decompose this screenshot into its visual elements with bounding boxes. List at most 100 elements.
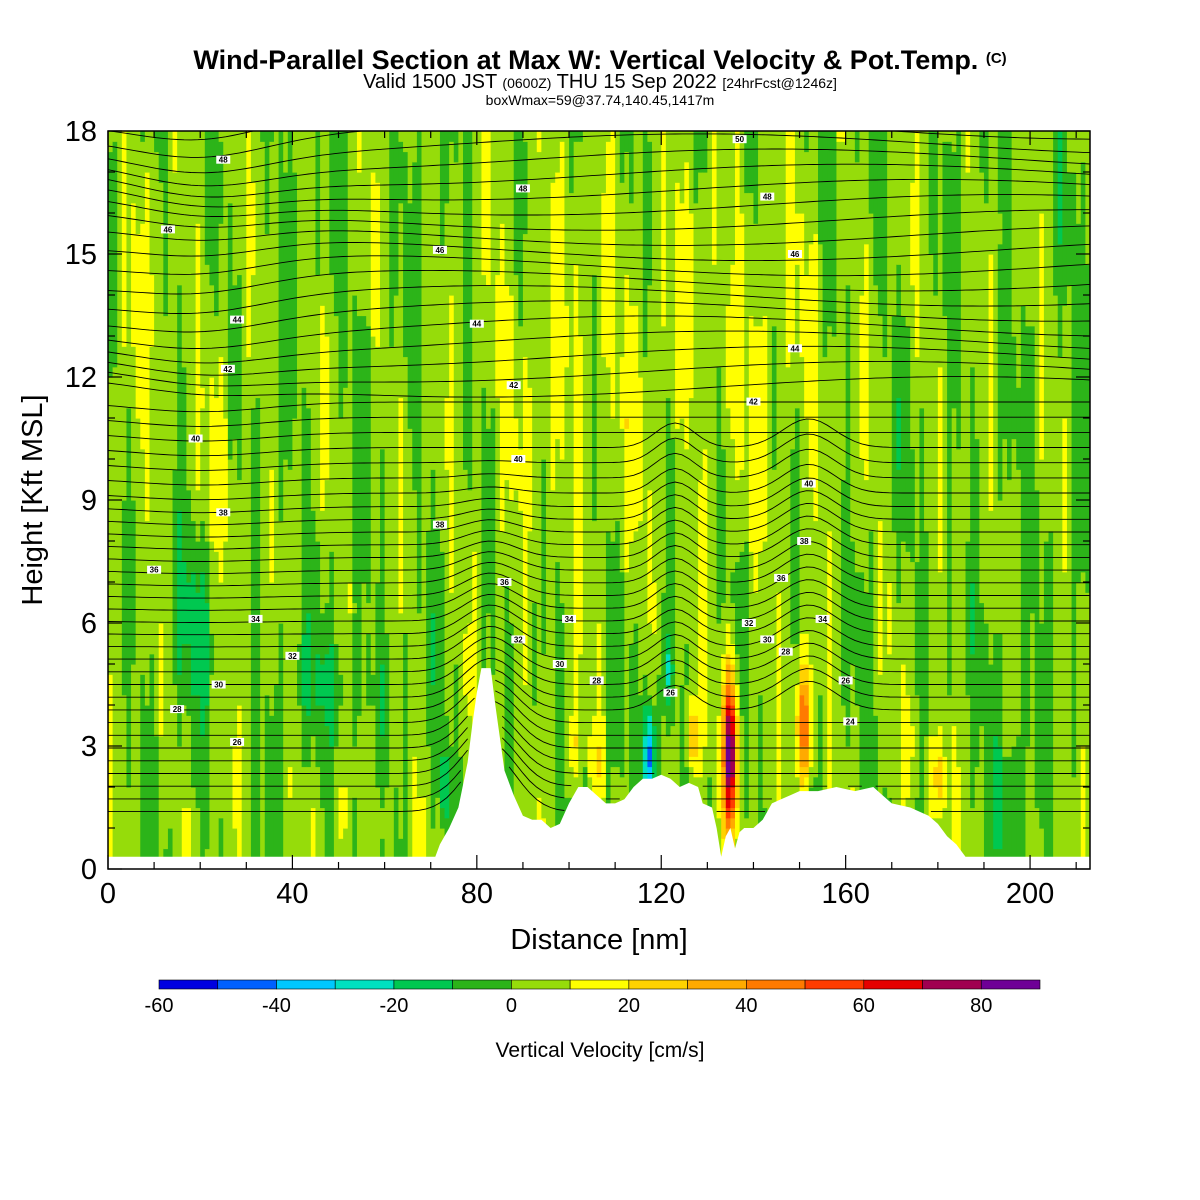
subtitle-valid: Valid 1500 JST bbox=[363, 71, 497, 93]
isentrope-line bbox=[108, 715, 1090, 762]
velocity-cell bbox=[555, 438, 561, 563]
velocity-cell bbox=[333, 315, 340, 645]
velocity-cell bbox=[472, 551, 478, 768]
velocity-cell bbox=[214, 131, 220, 317]
isentrope-label-text: 34 bbox=[251, 615, 260, 624]
velocity-cell bbox=[380, 664, 386, 737]
velocity-cell bbox=[430, 612, 436, 686]
velocity-cell bbox=[463, 633, 469, 696]
velocity-cell bbox=[449, 141, 455, 296]
velocity-cell bbox=[628, 643, 635, 869]
velocity-cell bbox=[426, 530, 432, 747]
velocity-cell bbox=[988, 254, 994, 511]
velocity-cell bbox=[283, 459, 289, 869]
velocity-cell bbox=[1020, 131, 1027, 306]
colorbar-tick-label: 80 bbox=[970, 995, 992, 1017]
velocity-cell bbox=[333, 643, 340, 747]
velocity-cell bbox=[504, 582, 510, 869]
velocity-cell bbox=[310, 735, 317, 809]
velocity-cell bbox=[688, 131, 695, 214]
velocity-cell bbox=[218, 582, 224, 819]
velocity-cell bbox=[725, 407, 731, 624]
isentrope-line bbox=[108, 566, 1090, 599]
velocity-cell bbox=[209, 131, 215, 286]
colorbar: -60 -40 -20 0 20 40 60 80 bbox=[145, 979, 1041, 1017]
velocity-cell bbox=[1007, 756, 1013, 869]
velocity-cell bbox=[320, 807, 326, 869]
isentrope-line bbox=[108, 615, 1090, 648]
velocity-cell bbox=[730, 684, 736, 696]
velocity-cell bbox=[435, 520, 441, 798]
velocity-cell bbox=[735, 715, 741, 809]
velocity-cell bbox=[292, 418, 298, 869]
velocity-cell bbox=[647, 766, 653, 788]
velocity-cell bbox=[352, 131, 358, 296]
velocity-cell bbox=[209, 541, 215, 634]
velocity-cell bbox=[877, 674, 884, 869]
velocity-cell bbox=[933, 787, 939, 819]
velocity-cell bbox=[1080, 131, 1086, 163]
isentrope-line bbox=[108, 625, 1090, 660]
velocity-cell bbox=[785, 366, 791, 869]
velocity-cell bbox=[324, 653, 330, 727]
x-tick-label: 0 bbox=[100, 878, 116, 910]
velocity-cell bbox=[333, 131, 340, 317]
velocity-cell bbox=[711, 131, 718, 265]
velocity-cell bbox=[347, 131, 353, 583]
velocity-cell bbox=[744, 131, 750, 194]
velocity-cell bbox=[859, 131, 865, 296]
velocity-cell bbox=[449, 746, 455, 869]
velocity-cell bbox=[338, 787, 344, 839]
isentrope-label: 28 bbox=[589, 676, 604, 685]
isentrope-label-text: 44 bbox=[790, 344, 799, 353]
velocity-cell bbox=[532, 131, 538, 604]
velocity-cell bbox=[310, 510, 317, 737]
velocity-cell bbox=[979, 131, 985, 173]
velocity-cell bbox=[951, 131, 957, 153]
velocity-cell bbox=[190, 571, 197, 696]
velocity-cell bbox=[790, 346, 796, 450]
velocity-cell bbox=[965, 541, 971, 696]
velocity-cell bbox=[859, 295, 865, 460]
isentrope-labels: 48 46 44 42 40 38 36 34 32 30 28 26 46 48 44 42 40 38 36 34… bbox=[147, 135, 858, 747]
velocity-cell bbox=[854, 705, 861, 869]
isentrope-line bbox=[108, 553, 1090, 587]
velocity-cell bbox=[993, 131, 999, 634]
velocity-cell bbox=[730, 131, 736, 265]
velocity-cell bbox=[753, 131, 759, 224]
colorbar-swatch bbox=[393, 979, 453, 990]
velocity-cell bbox=[970, 131, 976, 368]
velocity-cell bbox=[278, 131, 284, 522]
velocity-cell bbox=[144, 131, 151, 173]
velocity-cell bbox=[255, 131, 261, 399]
velocity-cell bbox=[914, 694, 921, 798]
velocity-cell bbox=[937, 131, 944, 368]
velocity-cell bbox=[135, 233, 141, 419]
x-axis-label: Distance [nm] bbox=[510, 924, 687, 956]
velocity-cell bbox=[246, 356, 252, 869]
velocity-cell bbox=[121, 346, 128, 501]
velocity-cell bbox=[366, 633, 372, 706]
isentrope-label: 32 bbox=[285, 651, 300, 661]
velocity-cell bbox=[315, 653, 321, 706]
velocity-cell bbox=[564, 131, 570, 306]
isentrope-label: 36 bbox=[774, 573, 789, 583]
velocity-cell bbox=[476, 131, 483, 869]
isentrope-label-text: 50 bbox=[735, 135, 744, 144]
velocity-cell bbox=[942, 131, 948, 142]
velocity-cell bbox=[320, 305, 326, 511]
isentrope-line bbox=[108, 647, 1090, 685]
velocity-cell bbox=[633, 623, 639, 869]
velocity-cell bbox=[652, 633, 658, 706]
velocity-cell bbox=[559, 459, 566, 604]
velocity-cell bbox=[965, 131, 971, 173]
velocity-cell bbox=[670, 438, 676, 665]
velocity-cell bbox=[536, 131, 542, 153]
velocity-cell bbox=[149, 653, 155, 869]
velocity-cell bbox=[647, 141, 653, 286]
velocity-cell bbox=[569, 131, 575, 194]
isentrope-line bbox=[108, 477, 1090, 514]
velocity-cell bbox=[301, 387, 307, 634]
velocity-cell bbox=[873, 284, 879, 716]
velocity-cell bbox=[891, 131, 897, 317]
